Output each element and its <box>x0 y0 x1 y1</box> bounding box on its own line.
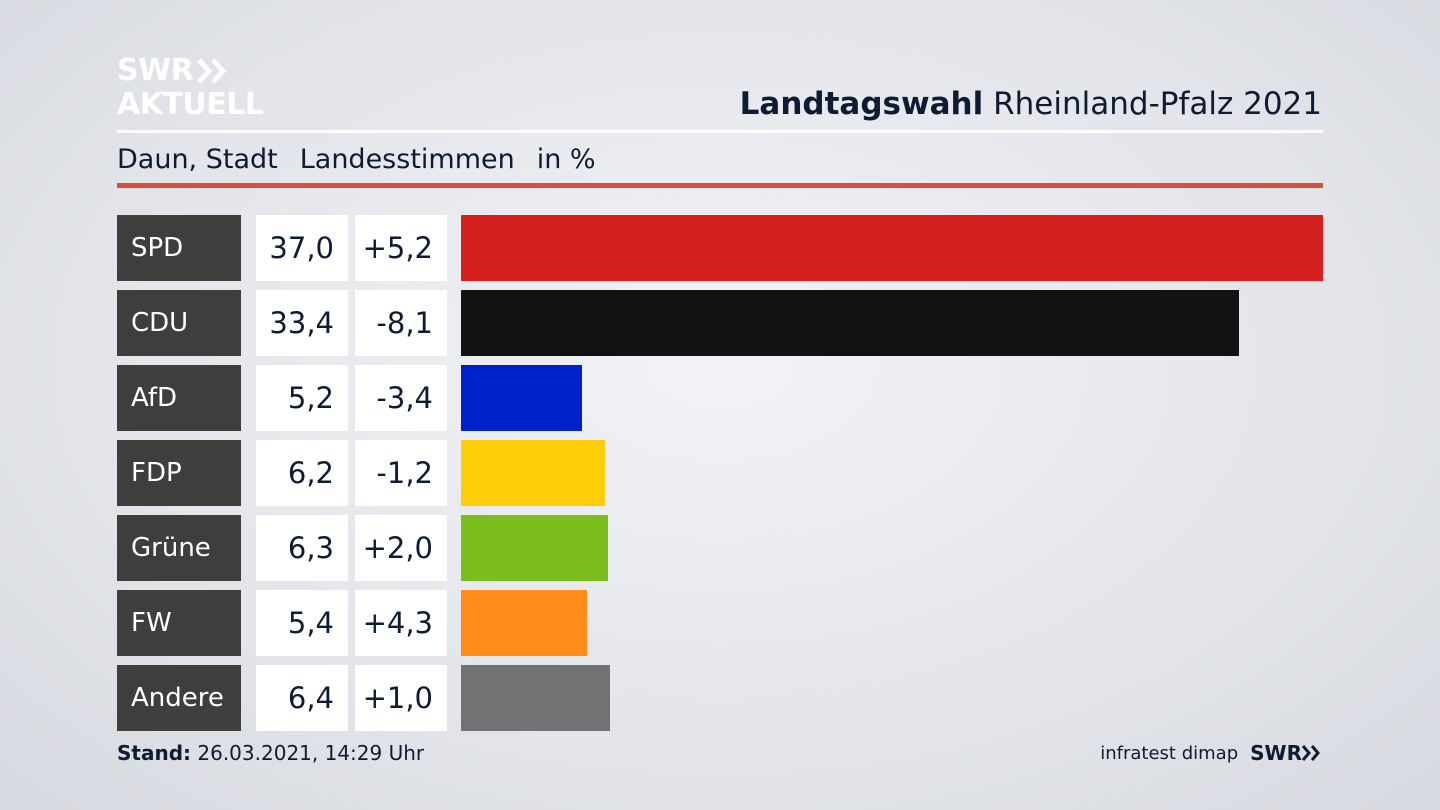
result-row: FW 5,4 +4,3 <box>117 590 1323 656</box>
vote-share-value: 33,4 <box>256 290 348 356</box>
vote-change-value: -8,1 <box>355 290 447 356</box>
vote-change-value: -3,4 <box>355 365 447 431</box>
title-rest: Rheinland-Pfalz 2021 <box>993 86 1322 122</box>
header-divider <box>117 130 1323 133</box>
party-label: CDU <box>117 290 241 356</box>
result-row: Andere 6,4 +1,0 <box>117 665 1323 731</box>
vote-change-value: +4,3 <box>355 590 447 656</box>
vote-change-value: +1,0 <box>355 665 447 731</box>
result-bar <box>461 215 1323 281</box>
result-bar <box>461 365 582 431</box>
result-bar <box>461 515 608 581</box>
vote-share-value: 6,4 <box>256 665 348 731</box>
subheader: Daun, Stadt Landesstimmen in % <box>117 144 596 175</box>
vote-share-value: 37,0 <box>256 215 348 281</box>
result-row: FDP 6,2 -1,2 <box>117 440 1323 506</box>
footer-logo-text: SWR <box>1250 741 1302 765</box>
result-bar <box>461 290 1239 356</box>
vote-change-value: +2,0 <box>355 515 447 581</box>
vote-share-value: 5,4 <box>256 590 348 656</box>
party-label: Andere <box>117 665 241 731</box>
unit-label: in % <box>536 144 596 175</box>
vote-change-value: +5,2 <box>355 215 447 281</box>
vote-share-value: 6,2 <box>256 440 348 506</box>
accent-divider <box>117 183 1323 188</box>
vote-share-value: 6,3 <box>256 515 348 581</box>
swr-aktuell-logo: SWR AKTUELL <box>117 54 264 122</box>
title-bold: Landtagswahl <box>739 86 984 122</box>
result-bar <box>461 665 610 731</box>
footer-swr-logo: SWR <box>1250 741 1322 765</box>
page-title: Landtagswahl Rheinland-Pfalz 2021 <box>740 86 1322 122</box>
party-label: SPD <box>117 215 241 281</box>
result-row: CDU 33,4 -8,1 <box>117 290 1323 356</box>
result-bar <box>461 590 587 656</box>
source-credits: infratest dimap SWR <box>1100 741 1322 765</box>
result-row: AfD 5,2 -3,4 <box>117 365 1323 431</box>
source-label: infratest dimap <box>1100 742 1239 764</box>
result-bar <box>461 440 605 506</box>
result-row: Grüne 6,3 +2,0 <box>117 515 1323 581</box>
double-chevron-icon <box>197 58 227 84</box>
timestamp: Stand: 26.03.2021, 14:29 Uhr <box>117 741 424 765</box>
party-label: AfD <box>117 365 241 431</box>
stand-value: 26.03.2021, 14:29 Uhr <box>197 741 425 765</box>
party-label: FDP <box>117 440 241 506</box>
region-label: Daun, Stadt <box>117 144 278 175</box>
vote-share-value: 5,2 <box>256 365 348 431</box>
logo-text-swr: SWR <box>117 53 194 88</box>
vote-change-value: -1,2 <box>355 440 447 506</box>
double-chevron-icon <box>1302 745 1320 761</box>
stand-label: Stand: <box>117 741 192 765</box>
party-label: FW <box>117 590 241 656</box>
logo-text-aktuell: AKTUELL <box>117 87 264 122</box>
result-row: SPD 37,0 +5,2 <box>117 215 1323 281</box>
party-label: Grüne <box>117 515 241 581</box>
vote-type-label: Landesstimmen <box>299 144 515 175</box>
